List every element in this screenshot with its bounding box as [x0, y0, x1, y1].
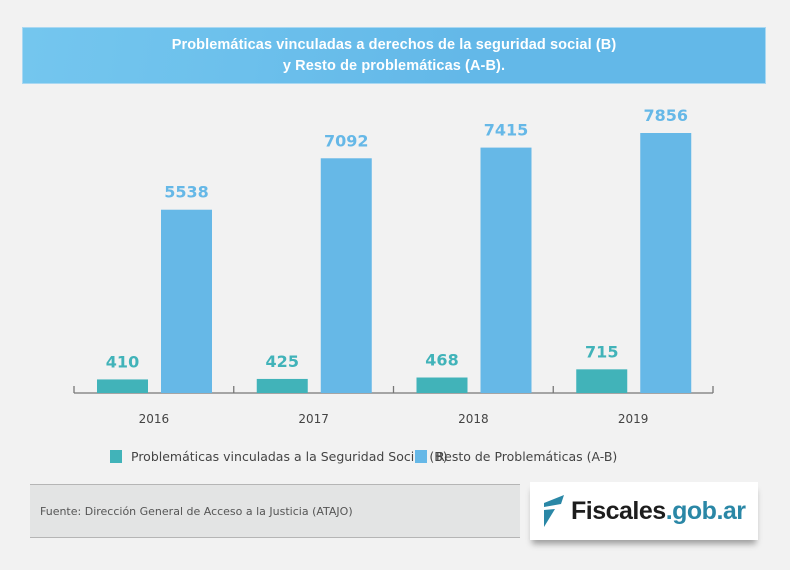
- source-text: Fuente: Dirección General de Acceso a la…: [40, 504, 353, 518]
- bar-resto-2017: [320, 158, 372, 393]
- legend: Problemáticas vinculadas a la Seguridad …: [0, 449, 790, 467]
- legend-label-seguridad-social: Problemáticas vinculadas a la Seguridad …: [131, 449, 448, 464]
- data-label-seguridad-social-2016: 410: [106, 352, 139, 371]
- x-tick-label-2016: 2016: [139, 412, 170, 426]
- data-label-resto-2019: 7856: [643, 106, 688, 125]
- chart-title-line-2: y Resto de problemáticas (A-B).: [282, 57, 506, 74]
- x-tick-label-2017: 2017: [298, 412, 329, 426]
- data-label-resto-2017: 7092: [324, 131, 369, 150]
- data-label-resto-2016: 5538: [164, 183, 209, 202]
- legend-item-seguridad-social: Problemáticas vinculadas a la Seguridad …: [110, 449, 448, 464]
- legend-label-resto: Resto de Problemáticas (A-B): [436, 449, 618, 464]
- fiscales-logo: Fiscales.gob.ar: [530, 482, 758, 540]
- source-note: Fuente: Dirección General de Acceso a la…: [30, 484, 520, 538]
- bar-resto-2019: [640, 133, 692, 393]
- bar-seguridad-social-2017: [256, 378, 308, 393]
- logo-main-text: Fiscales: [571, 496, 666, 525]
- title-banner: Problemáticas vinculadas a derechos de l…: [22, 27, 766, 84]
- legend-item-resto: Resto de Problemáticas (A-B): [415, 449, 617, 464]
- bar-chart: 410 5538 2016 425 7092 2017 468 7415 2018 715 7856…: [73, 106, 714, 426]
- logo-domain-text: .gob.ar: [665, 496, 746, 525]
- bar-resto-2016: [161, 209, 212, 393]
- fiscales-flag-icon: [544, 495, 564, 527]
- legend-swatch-seguridad-social: [110, 450, 122, 463]
- x-tick-label-2018: 2018: [458, 412, 489, 426]
- bar-seguridad-social-2019: [576, 369, 628, 393]
- chart-title-line-1: Problemáticas vinculadas a derechos de l…: [171, 36, 617, 53]
- data-label-seguridad-social-2019: 715: [585, 342, 618, 361]
- data-label-seguridad-social-2018: 468: [425, 351, 458, 370]
- legend-swatch-resto: [415, 450, 427, 463]
- data-label-seguridad-social-2017: 425: [266, 352, 299, 371]
- bar-seguridad-social-2018: [416, 377, 468, 393]
- logo-wordmark: Fiscales.gob.ar: [571, 497, 746, 526]
- bar-seguridad-social-2016: [97, 379, 148, 393]
- bar-resto-2018: [480, 147, 532, 393]
- data-label-resto-2018: 7415: [484, 121, 529, 140]
- x-tick-label-2019: 2019: [618, 412, 649, 426]
